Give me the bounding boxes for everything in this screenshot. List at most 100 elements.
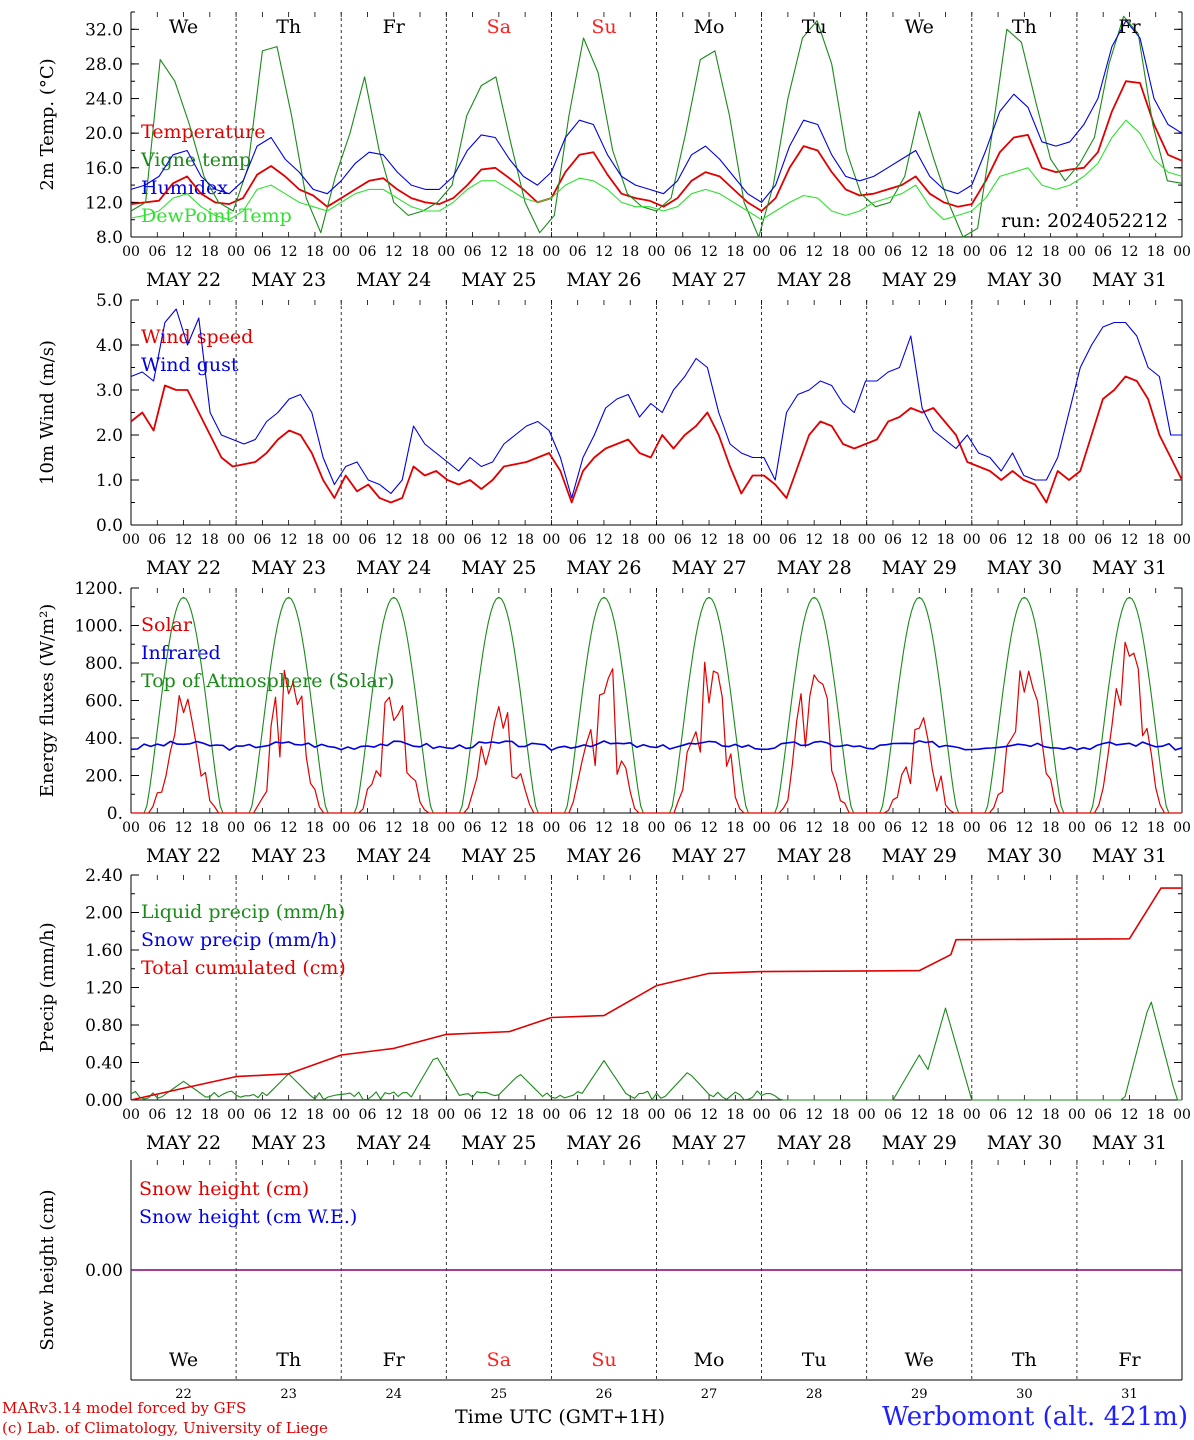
hour-label: 18 bbox=[1042, 820, 1060, 836]
date-label: MAY 24 bbox=[356, 269, 431, 291]
hour-label: 00 bbox=[858, 820, 876, 836]
y-axis-label: Precip (mm/h) bbox=[37, 922, 58, 1052]
hour-label: 06 bbox=[359, 244, 377, 260]
hour-label: 00 bbox=[753, 244, 771, 260]
hour-label: 06 bbox=[464, 820, 482, 836]
hour-label: 12 bbox=[385, 1107, 403, 1123]
hour-label: 18 bbox=[516, 244, 534, 260]
hour-label: 18 bbox=[1147, 244, 1165, 260]
hour-label: 00 bbox=[332, 244, 350, 260]
y-tick-label: 0. bbox=[107, 804, 123, 824]
day-name: Th bbox=[1012, 1349, 1037, 1371]
hour-label: 12 bbox=[385, 244, 403, 260]
day-number: 24 bbox=[385, 1387, 402, 1402]
day-number: 22 bbox=[175, 1387, 192, 1402]
y-tick-label: 28.0 bbox=[85, 55, 123, 75]
day-name: Th bbox=[276, 16, 301, 38]
hour-label: 12 bbox=[595, 1107, 613, 1123]
hour-label: 06 bbox=[253, 1107, 271, 1123]
hour-label: 06 bbox=[253, 820, 271, 836]
hour-label: 12 bbox=[805, 820, 823, 836]
hour-label: 12 bbox=[490, 532, 508, 548]
date-label: MAY 24 bbox=[356, 845, 431, 867]
date-label: MAY 30 bbox=[987, 1132, 1062, 1154]
hour-label: 18 bbox=[621, 532, 639, 548]
hour-label: 12 bbox=[1121, 1107, 1139, 1123]
day-name: Su bbox=[591, 16, 616, 38]
hour-label: 18 bbox=[516, 1107, 534, 1123]
y-tick-label: 4.0 bbox=[96, 336, 123, 356]
hour-label: 18 bbox=[1147, 532, 1165, 548]
y-tick-label: 0.00 bbox=[85, 1261, 123, 1281]
date-label: MAY 22 bbox=[146, 1132, 221, 1154]
hour-label: 12 bbox=[1015, 532, 1033, 548]
y-tick-label: 400. bbox=[85, 729, 123, 749]
day-name: Sa bbox=[487, 16, 511, 38]
hour-label: 12 bbox=[490, 244, 508, 260]
hour-label: 00 bbox=[648, 1107, 666, 1123]
hour-label: 00 bbox=[542, 244, 560, 260]
date-label: MAY 22 bbox=[146, 845, 221, 867]
date-label: MAY 30 bbox=[987, 557, 1062, 579]
date-label: MAY 26 bbox=[566, 845, 641, 867]
hour-label: 00 bbox=[332, 1107, 350, 1123]
hour-label: 12 bbox=[805, 532, 823, 548]
hour-label: 18 bbox=[201, 1107, 219, 1123]
legend-liquid-precip-mm-h-: Liquid precip (mm/h) bbox=[141, 901, 345, 923]
hour-label: 12 bbox=[595, 820, 613, 836]
hour-label: 00 bbox=[332, 532, 350, 548]
date-label: MAY 30 bbox=[987, 845, 1062, 867]
hour-label: 06 bbox=[989, 820, 1007, 836]
hour-label: 06 bbox=[148, 244, 166, 260]
hour-label: 06 bbox=[464, 532, 482, 548]
y-tick-label: 600. bbox=[85, 692, 123, 712]
hour-label: 12 bbox=[175, 1107, 193, 1123]
hour-label: 12 bbox=[1015, 820, 1033, 836]
date-label: MAY 24 bbox=[356, 1132, 431, 1154]
date-label: MAY 25 bbox=[461, 1132, 536, 1154]
hour-label: 00 bbox=[437, 820, 455, 836]
hour-label: 06 bbox=[989, 1107, 1007, 1123]
hour-label: 00 bbox=[753, 820, 771, 836]
date-label: MAY 22 bbox=[146, 557, 221, 579]
date-label: MAY 28 bbox=[777, 557, 852, 579]
hour-label: 18 bbox=[726, 1107, 744, 1123]
day-name: Mo bbox=[694, 1349, 725, 1371]
hour-label: 06 bbox=[779, 532, 797, 548]
y-axis-label: Snow height (cm) bbox=[37, 1189, 58, 1350]
hour-label: 18 bbox=[201, 820, 219, 836]
date-label: MAY 24 bbox=[356, 557, 431, 579]
date-label: MAY 27 bbox=[671, 269, 746, 291]
date-label: MAY 27 bbox=[671, 557, 746, 579]
hour-label: 18 bbox=[937, 532, 955, 548]
day-name: Tu bbox=[802, 1349, 827, 1371]
legend-infrared: Infrared bbox=[141, 642, 221, 664]
hour-label: 18 bbox=[726, 244, 744, 260]
day-name: We bbox=[169, 16, 198, 38]
hour-label: 06 bbox=[1094, 244, 1112, 260]
date-label: MAY 30 bbox=[987, 269, 1062, 291]
hour-label: 06 bbox=[674, 820, 692, 836]
y-tick-label: 1.0 bbox=[96, 471, 123, 491]
y-axis-label: 2m Temp. (°C) bbox=[37, 58, 58, 190]
day-name: Fr bbox=[383, 16, 406, 38]
legend-wind-speed: Wind speed bbox=[141, 326, 253, 348]
hour-label: 00 bbox=[1173, 532, 1191, 548]
date-label: MAY 29 bbox=[882, 1132, 957, 1154]
hour-label: 06 bbox=[674, 1107, 692, 1123]
hour-label: 12 bbox=[805, 1107, 823, 1123]
y-tick-label: 16.0 bbox=[85, 159, 123, 179]
date-label: MAY 31 bbox=[1092, 845, 1167, 867]
hour-label: 12 bbox=[910, 820, 928, 836]
hour-label: 12 bbox=[1015, 244, 1033, 260]
hour-label: 12 bbox=[490, 1107, 508, 1123]
date-label: MAY 25 bbox=[461, 845, 536, 867]
hour-label: 06 bbox=[1094, 532, 1112, 548]
date-label: MAY 29 bbox=[882, 557, 957, 579]
hour-label: 12 bbox=[490, 820, 508, 836]
hour-label: 12 bbox=[280, 1107, 298, 1123]
x-axis-title: Time UTC (GMT+1H) bbox=[455, 1406, 666, 1428]
hour-label: 00 bbox=[858, 244, 876, 260]
hour-label: 00 bbox=[227, 820, 245, 836]
